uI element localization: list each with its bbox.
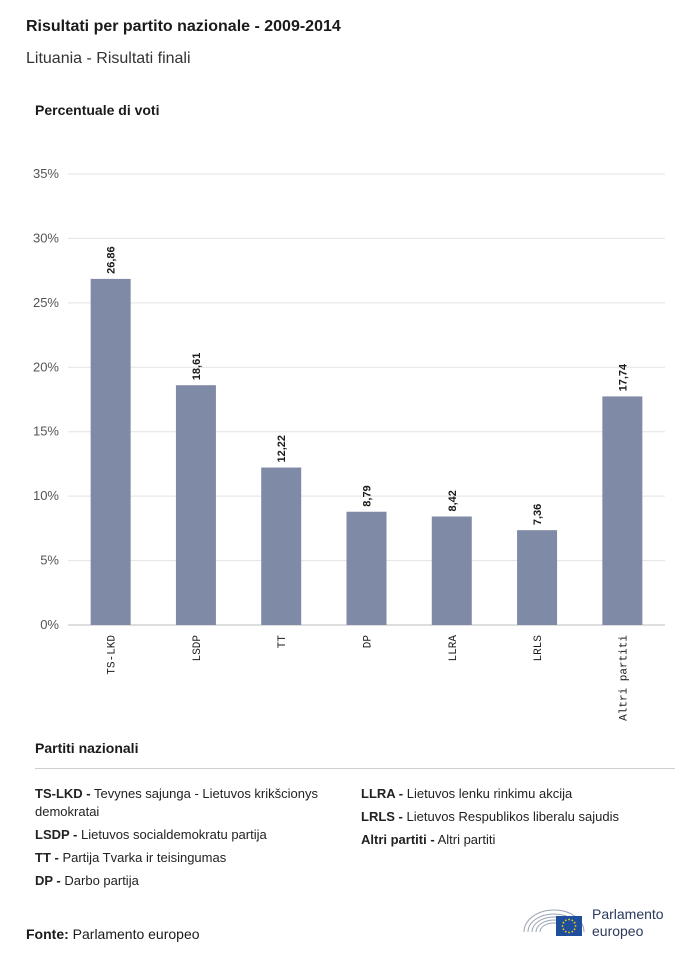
legend-item: LSDP - Lietuvos socialdemokratu partija (35, 826, 345, 844)
data-label: 17,74 (617, 363, 629, 391)
bar (175, 385, 216, 625)
x-tick-label: TT (277, 635, 289, 649)
legend-abbr: DP - (35, 873, 61, 888)
chart-title: Risultati per partito nazionale - 2009-2… (26, 18, 341, 35)
legend-item: LRLS - Lietuvos Respublikos liberalu saj… (361, 808, 675, 826)
legend-abbr: LLRA - (361, 786, 404, 801)
legend-name: Darbo partija (64, 873, 139, 888)
y-axis-label: Percentuale di voti (35, 102, 160, 118)
legend-item: Altri partiti - Altri partiti (361, 831, 675, 849)
bar (602, 396, 643, 625)
bar (517, 530, 558, 625)
y-tick-label: 30% (33, 230, 59, 245)
logo-line: Parlamento (592, 906, 664, 922)
source-value: Parlamento europeo (72, 926, 200, 942)
legend-item: TS-LKD - Tevynes sajunga - Lietuvos krik… (35, 785, 345, 821)
legend-abbr: Altri partiti - (361, 832, 435, 847)
hemicycle-eu-flag-icon (523, 909, 585, 936)
y-tick-label: 15% (33, 424, 59, 439)
legend-abbr: TT - (35, 850, 59, 865)
legend-name: Lietuvos socialdemokratu partija (81, 827, 267, 842)
y-tick-label: 0% (40, 617, 59, 632)
legend-name: Tevynes sajunga - Lietuvos krikšcionys d… (35, 786, 318, 819)
y-tick-label: 5% (40, 553, 59, 568)
bar (431, 516, 472, 625)
x-tick-label: LRLS (533, 635, 545, 662)
y-tick-label: 25% (33, 295, 59, 310)
source-label: Fonte: (26, 926, 69, 942)
logo-line: europeo (592, 923, 644, 939)
legend-abbr: LRLS - (361, 809, 403, 824)
legend-abbr: LSDP - (35, 827, 78, 842)
logo-text: Parlamento europeo (592, 906, 664, 940)
legend-name: Lietuvos Respublikos liberalu sajudis (406, 809, 619, 824)
legend-divider (35, 768, 675, 769)
data-label: 8,79 (362, 485, 374, 506)
legend-title: Partiti nazionali (35, 740, 139, 756)
y-tick-label: 35% (33, 166, 59, 181)
y-tick-label: 20% (33, 359, 59, 374)
x-tick-label: Altri partiti (618, 635, 630, 721)
data-label: 8,42 (447, 490, 459, 511)
chart-subtitle: Lituania - Risultati finali (26, 50, 191, 67)
x-tick-label: LLRA (448, 635, 460, 662)
bar (261, 467, 302, 625)
bar (90, 278, 131, 625)
data-label: 26,86 (106, 246, 118, 274)
data-label: 18,61 (191, 353, 203, 381)
source-note: Fonte: Parlamento europeo (26, 926, 200, 942)
legend-item: LLRA - Lietuvos lenku rinkimu akcija (361, 785, 675, 803)
legend-name: Altri partiti (437, 832, 496, 847)
legend-name: Partija Tvarka ir teisingumas (62, 850, 227, 865)
legend-name: Lietuvos lenku rinkimu akcija (406, 786, 573, 801)
data-label: 7,36 (532, 504, 544, 525)
y-tick-label: 10% (33, 488, 59, 503)
parliament-logo: Parlamento europeo (520, 902, 680, 942)
legend-abbr: TS-LKD - (35, 786, 91, 801)
legend-item: TT - Partija Tvarka ir teisingumas (35, 849, 345, 867)
bar (346, 511, 387, 625)
bar-chart: 0% 5% 10% 15% 20% 25% 30% 35% 26,86 TS-LKD 18,61 LS… (33, 166, 665, 721)
legend-item: DP - Darbo partija (35, 872, 345, 890)
legend-column-left: TS-LKD - Tevynes sajunga - Lietuvos krik… (35, 785, 345, 895)
legend-column-right: LLRA - Lietuvos lenku rinkimu akcija LRL… (361, 785, 675, 854)
x-tick-label: TS-LKD (107, 635, 119, 675)
data-label: 12,22 (276, 435, 288, 463)
x-tick-label: DP (363, 635, 375, 649)
x-tick-label: LSDP (192, 635, 204, 662)
